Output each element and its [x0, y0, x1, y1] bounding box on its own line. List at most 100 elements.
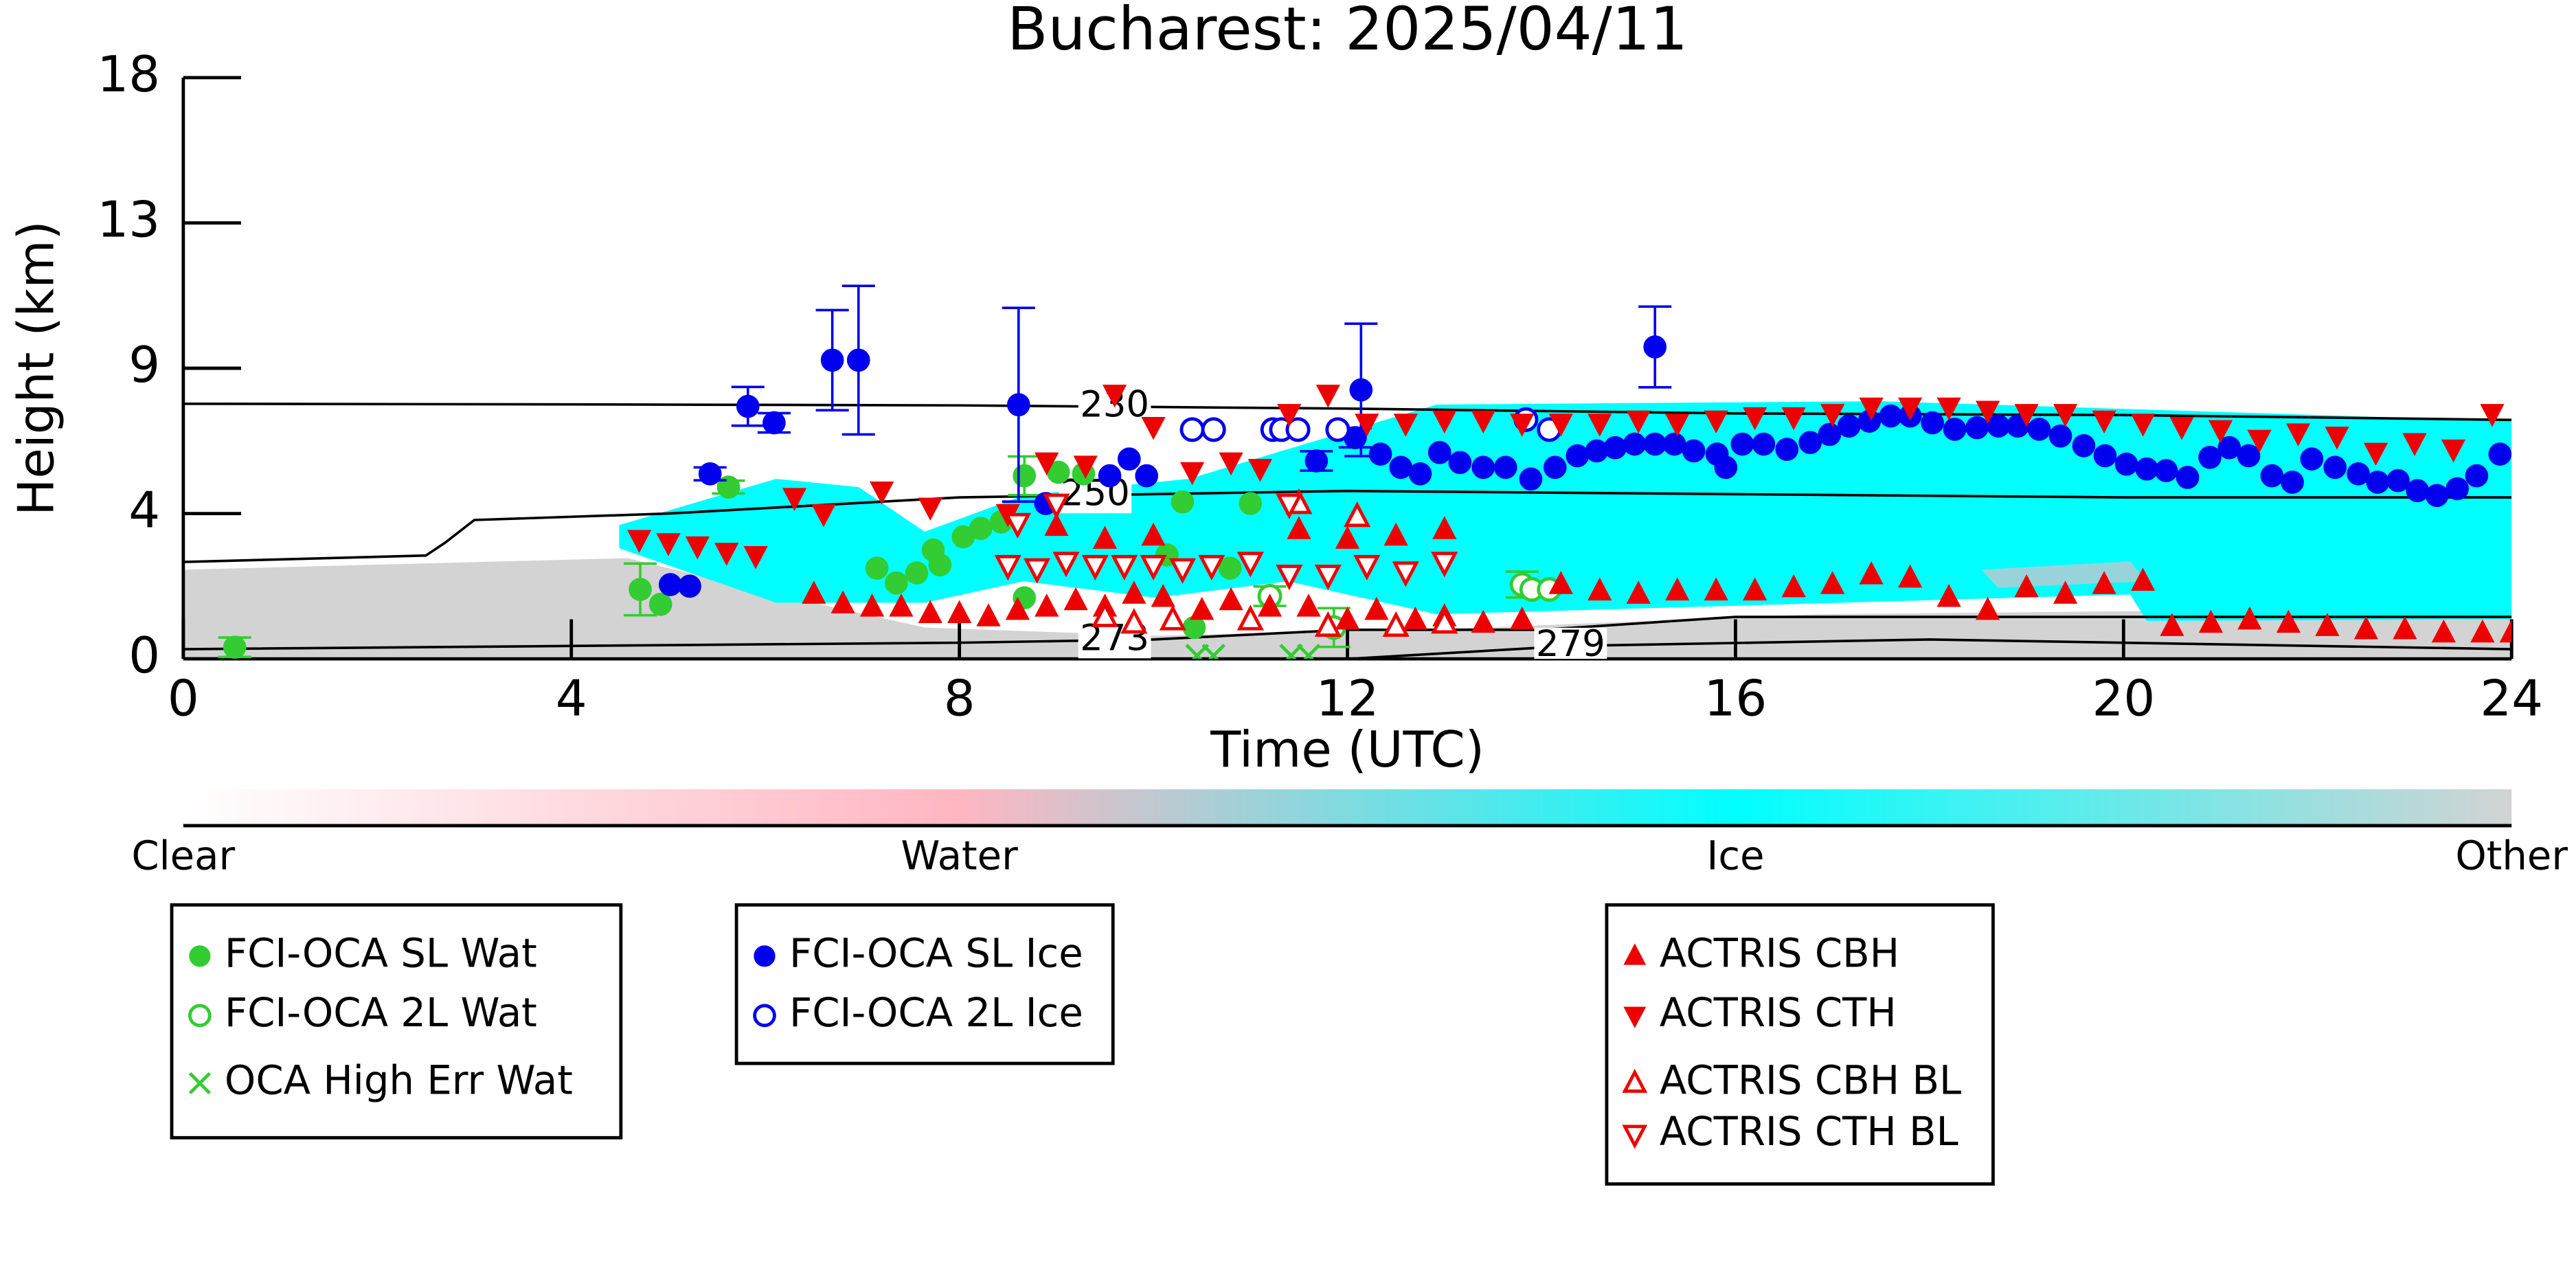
- marker: [1276, 565, 1303, 591]
- marker: [846, 348, 870, 372]
- plot-area: 230250273279: [183, 284, 2512, 659]
- marker: [1098, 464, 1122, 488]
- marker: [889, 594, 914, 617]
- marker: [1976, 596, 2000, 620]
- marker: [2160, 613, 2184, 636]
- marker: [918, 600, 942, 624]
- marker: [1622, 1125, 1648, 1149]
- marker: [1752, 432, 1776, 456]
- marker: [802, 580, 826, 604]
- marker: [1304, 449, 1329, 473]
- marker: [626, 530, 652, 553]
- marker: [811, 504, 836, 528]
- marker: [189, 945, 211, 967]
- contour-label-bg: [1059, 477, 1132, 514]
- marker: [2465, 464, 2489, 488]
- marker: [2154, 459, 2178, 482]
- marker: [1182, 615, 1206, 640]
- marker: [1781, 574, 1806, 598]
- marker: [1335, 526, 1360, 549]
- marker: [2281, 471, 2304, 494]
- marker: [658, 573, 682, 596]
- marker: [1879, 404, 1903, 428]
- marker: [2130, 567, 2156, 591]
- legend-entry: ACTRIS CBH BL: [1622, 1057, 1961, 1104]
- marker: [2014, 574, 2039, 598]
- marker: [1431, 552, 1458, 578]
- marker: [1122, 580, 1146, 604]
- marker: [1171, 490, 1195, 514]
- colorbar-label: Ice: [1706, 833, 1764, 879]
- marker: [905, 561, 929, 585]
- marker: [1898, 564, 1923, 588]
- legend-label: ACTRIS CBH: [1660, 929, 1899, 976]
- marker: [188, 1072, 211, 1095]
- marker: [1141, 522, 1166, 546]
- marker: [736, 394, 760, 418]
- marker: [1626, 580, 1651, 604]
- marker: [1588, 414, 1612, 437]
- legend-entry: ACTRIS CBH: [1623, 929, 1899, 976]
- legend-label: FCI-OCA SL Ice: [789, 929, 1083, 976]
- marker: [1392, 561, 1419, 587]
- marker: [1588, 577, 1612, 601]
- y-tick-label: 18: [97, 46, 160, 104]
- marker: [1665, 414, 1690, 437]
- legend-entry: FCI-OCA SL Wat: [189, 929, 537, 976]
- colorbar: [183, 789, 2512, 826]
- marker: [2323, 455, 2347, 479]
- marker: [1403, 606, 1428, 630]
- marker: [1111, 554, 1138, 581]
- marker: [2441, 439, 2466, 463]
- marker: [1279, 644, 1303, 659]
- marker: [1987, 414, 2010, 438]
- legend-entry: OCA High Err Wat: [188, 1057, 573, 1104]
- marker: [1936, 397, 1961, 421]
- marker: [1623, 943, 1647, 965]
- contour-line: [1347, 638, 2512, 659]
- marker: [1239, 492, 1263, 515]
- marker: [1349, 378, 1373, 402]
- field-other: [183, 558, 2512, 659]
- marker: [885, 571, 908, 595]
- marker: [1364, 596, 1389, 620]
- legend-entry: FCI-OCA 2L Wat: [188, 989, 537, 1036]
- marker: [2092, 571, 2116, 594]
- marker: [1965, 416, 1989, 440]
- marker: [1035, 452, 1059, 476]
- marker: [1276, 493, 1303, 519]
- contour-label-bg: [1534, 627, 1607, 659]
- marker: [1004, 512, 1031, 539]
- marker: [2176, 466, 2200, 489]
- marker: [1135, 464, 1159, 488]
- marker: [1798, 431, 1822, 455]
- marker: [2347, 462, 2370, 486]
- marker: [2300, 447, 2324, 471]
- marker: [1198, 554, 1225, 581]
- colorbar-label: Other: [2455, 833, 2568, 879]
- marker: [188, 1004, 212, 1028]
- marker: [2285, 423, 2311, 447]
- marker: [1063, 587, 1088, 611]
- marker: [743, 546, 768, 569]
- marker: [831, 590, 855, 613]
- marker: [1510, 414, 1535, 437]
- y-tick-label: 9: [128, 337, 160, 394]
- marker: [1091, 601, 1119, 627]
- marker: [2237, 444, 2261, 468]
- marker: [1566, 444, 1590, 468]
- marker: [2431, 619, 2456, 643]
- marker: [2386, 468, 2410, 493]
- marker: [223, 635, 247, 659]
- marker: [648, 592, 673, 616]
- legend-label: ACTRIS CBH BL: [1660, 1057, 1961, 1104]
- marker: [1548, 414, 1573, 437]
- marker: [1820, 404, 1845, 427]
- legend-label: ACTRIS CTH: [1660, 989, 1897, 1036]
- marker: [1219, 452, 1243, 476]
- marker: [656, 533, 681, 556]
- marker: [1296, 644, 1321, 659]
- marker: [1859, 561, 1884, 585]
- marker: [1344, 501, 1371, 528]
